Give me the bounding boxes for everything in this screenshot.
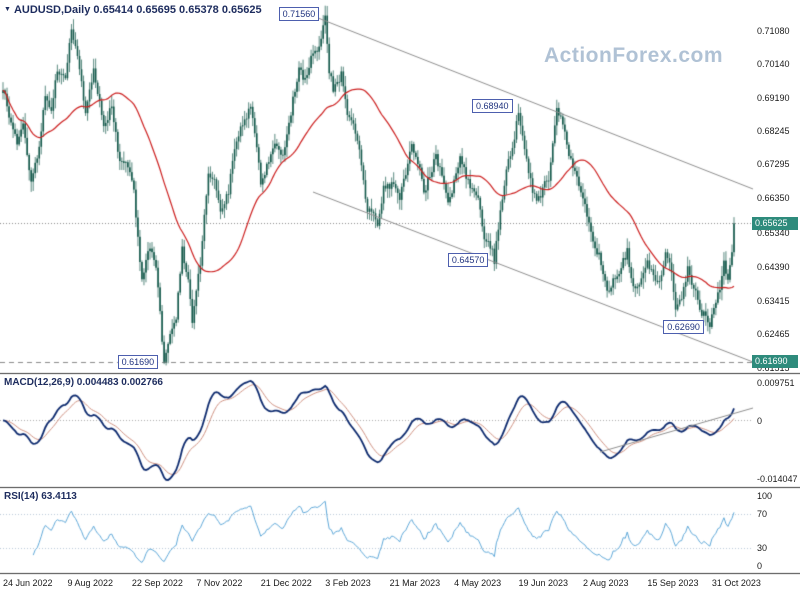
level-label: 0.64570 [447, 253, 489, 268]
price-axis-label: 0.69190 [757, 92, 790, 103]
price-axis-label: 0.64390 [757, 261, 790, 272]
rsi-axis-label: 30 [757, 542, 768, 553]
date-axis-label: 22 Sep 2022 [131, 578, 183, 588]
price-axis-label: 0.65340 [757, 228, 790, 239]
date-axis-label: 9 Aug 2022 [67, 578, 113, 588]
level-label: 0.62690 [663, 319, 704, 334]
current-price-tag: 0.65625 [752, 216, 798, 230]
watermark: ActionForex.com [544, 44, 724, 67]
macd-label: MACD(12,26,9) 0.004483 0.002766 [4, 377, 163, 388]
macd-axis-label: -0.014047 [757, 474, 798, 484]
rsi-axis-label: 100 [757, 491, 773, 501]
rsi-label: RSI(14) 63.4113 [4, 491, 77, 502]
date-axis-label: 7 Nov 2022 [196, 578, 243, 588]
macd-axis-label: 0 [757, 415, 763, 426]
price-axis-label: 0.70140 [757, 59, 790, 70]
date-axis-label: 24 Jun 2022 [3, 578, 53, 588]
instrument-dropdown-icon: ▼ [4, 6, 11, 13]
date-axis-label: 2 Aug 2023 [582, 578, 629, 588]
price-axis-label: 0.67295 [757, 159, 790, 170]
level-label: 0.68940 [471, 99, 513, 114]
date-axis-label: 21 Dec 2022 [260, 578, 312, 588]
price-axis-label: 0.71080 [757, 25, 790, 36]
date-axis-label: 31 Oct 2023 [711, 578, 761, 588]
date-axis-label: 4 May 2023 [454, 578, 502, 588]
chart-title-text: AUDUSD,Daily 0.65414 0.65695 0.65378 0.6… [13, 4, 262, 16]
date-axis-label: 15 Sep 2023 [647, 578, 699, 588]
price-axis-label: 0.66350 [757, 192, 790, 203]
date-axis-label: 19 Jun 2023 [518, 578, 569, 588]
rsi-axis-label: 70 [757, 508, 768, 519]
price-axis-label: 0.62465 [757, 329, 790, 340]
chart-title: ▼ AUDUSD,Daily 0.65414 0.65695 0.65378 0.… [4, 4, 262, 16]
price-axis-label: 0.63415 [757, 295, 790, 306]
date-axis-label: 21 Mar 2023 [389, 578, 441, 588]
macd-axis-label: 0.009751 [757, 378, 795, 388]
price-axis-label: 0.68245 [757, 125, 790, 136]
date-axis-label: 3 Feb 2023 [325, 578, 371, 588]
level-label: 0.71560 [278, 7, 320, 22]
rsi-axis-label: 0 [757, 561, 763, 571]
level-label: 0.61690 [117, 354, 159, 369]
low-price-tag: 0.61690 [752, 355, 798, 369]
